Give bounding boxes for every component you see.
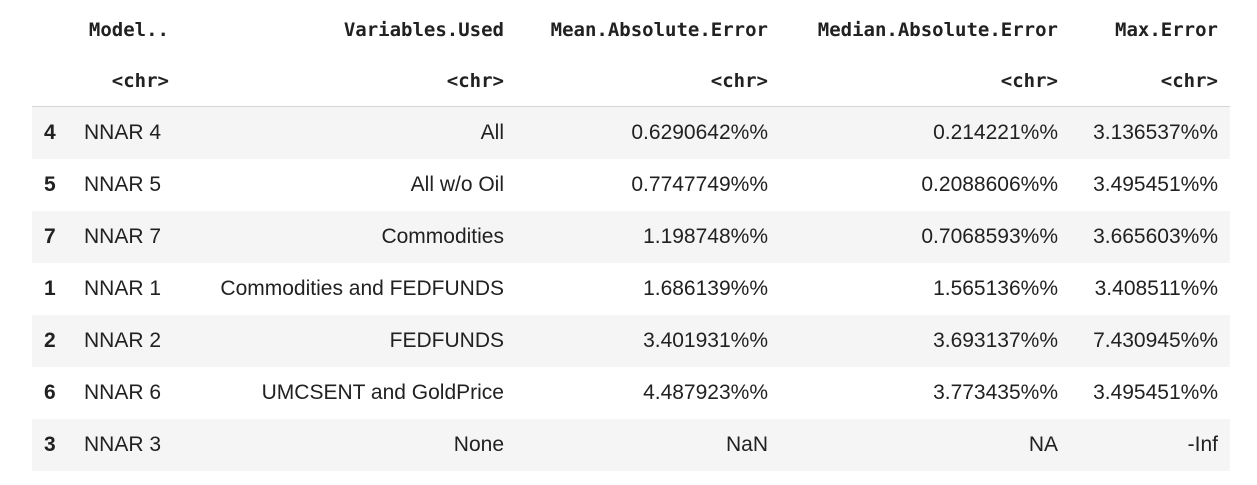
- model-cell: NNAR 7: [72, 211, 181, 263]
- max-error-cell: 3.665603%%: [1070, 211, 1230, 263]
- variables-used-cell: Commodities and FEDFUNDS: [181, 263, 516, 315]
- variables-used-cell: None: [181, 419, 516, 471]
- variables-used-cell: Commodities: [181, 211, 516, 263]
- variables-used-cell: FEDFUNDS: [181, 315, 516, 367]
- max-error-column-header: Max.Error: [1115, 19, 1218, 41]
- row-index: 3: [32, 419, 72, 471]
- row-index: 6: [32, 367, 72, 419]
- median-absolute-error-cell: 3.693137%%: [780, 315, 1070, 367]
- median-absolute-error-cell: 3.773435%%: [780, 367, 1070, 419]
- max-error-cell: 7.430945%%: [1070, 315, 1230, 367]
- column-types-row: <chr> <chr> <chr> <chr> <chr>: [32, 56, 1230, 107]
- model-cell: NNAR 3: [72, 419, 181, 471]
- variables-used-cell: UMCSENT and GoldPrice: [181, 367, 516, 419]
- max-error-column-type: <chr>: [1070, 56, 1230, 107]
- table-row: 4 NNAR 4 All 0.6290642%% 0.214221%% 3.13…: [32, 106, 1230, 159]
- variables-used-cell: All: [181, 106, 516, 159]
- mean-absolute-error-cell: 1.198748%%: [516, 211, 780, 263]
- mean-absolute-error-cell: 4.487923%%: [516, 367, 780, 419]
- max-error-cell: 3.495451%%: [1070, 159, 1230, 211]
- median-absolute-error-cell: 0.7068593%%: [780, 211, 1070, 263]
- table-row: 2 NNAR 2 FEDFUNDS 3.401931%% 3.693137%% …: [32, 315, 1230, 367]
- dataframe-output: Model.. Variables.Used Mean.Absolute.Err…: [32, 4, 1230, 471]
- mean-absolute-error-column-header: Mean.Absolute.Error: [550, 19, 768, 41]
- table-row: 5 NNAR 5 All w/o Oil 0.7747749%% 0.20886…: [32, 159, 1230, 211]
- median-absolute-error-cell: 0.2088606%%: [780, 159, 1070, 211]
- table-row: 6 NNAR 6 UMCSENT and GoldPrice 4.487923%…: [32, 367, 1230, 419]
- median-absolute-error-column-header: Median.Absolute.Error: [817, 19, 1058, 41]
- table-row: 7 NNAR 7 Commodities 1.198748%% 0.706859…: [32, 211, 1230, 263]
- row-index: 2: [32, 315, 72, 367]
- table-row: 1 NNAR 1 Commodities and FEDFUNDS 1.6861…: [32, 263, 1230, 315]
- model-column-header: Model..: [88, 19, 169, 41]
- median-absolute-error-cell: NA: [780, 419, 1070, 471]
- table-body: 4 NNAR 4 All 0.6290642%% 0.214221%% 3.13…: [32, 106, 1230, 471]
- row-index: 7: [32, 211, 72, 263]
- model-cell: NNAR 1: [72, 263, 181, 315]
- variables-used-column-header: Variables.Used: [343, 19, 504, 41]
- mean-absolute-error-cell: 0.6290642%%: [516, 106, 780, 159]
- variables-used-cell: All w/o Oil: [181, 159, 516, 211]
- max-error-cell: 3.136537%%: [1070, 106, 1230, 159]
- index-column-header: [32, 4, 72, 56]
- model-cell: NNAR 6: [72, 367, 181, 419]
- median-absolute-error-cell: 0.214221%%: [780, 106, 1070, 159]
- max-error-cell: 3.408511%%: [1070, 263, 1230, 315]
- results-table: Model.. Variables.Used Mean.Absolute.Err…: [32, 4, 1230, 471]
- mean-absolute-error-cell: 0.7747749%%: [516, 159, 780, 211]
- max-error-cell: 3.495451%%: [1070, 367, 1230, 419]
- median-absolute-error-column-type: <chr>: [780, 56, 1070, 107]
- mean-absolute-error-cell: 1.686139%%: [516, 263, 780, 315]
- median-absolute-error-cell: 1.565136%%: [780, 263, 1070, 315]
- model-cell: NNAR 4: [72, 106, 181, 159]
- table-header: Model.. Variables.Used Mean.Absolute.Err…: [32, 4, 1230, 107]
- column-names-row: Model.. Variables.Used Mean.Absolute.Err…: [32, 4, 1230, 56]
- model-column-type: <chr>: [72, 56, 181, 107]
- row-index: 1: [32, 263, 72, 315]
- row-index: 4: [32, 106, 72, 159]
- model-cell: NNAR 2: [72, 315, 181, 367]
- max-error-cell: -Inf: [1070, 419, 1230, 471]
- mean-absolute-error-cell: 3.401931%%: [516, 315, 780, 367]
- model-cell: NNAR 5: [72, 159, 181, 211]
- index-column-type: [32, 56, 72, 107]
- mean-absolute-error-column-type: <chr>: [516, 56, 780, 107]
- mean-absolute-error-cell: NaN: [516, 419, 780, 471]
- table-row: 3 NNAR 3 None NaN NA -Inf: [32, 419, 1230, 471]
- variables-used-column-type: <chr>: [181, 56, 516, 107]
- row-index: 5: [32, 159, 72, 211]
